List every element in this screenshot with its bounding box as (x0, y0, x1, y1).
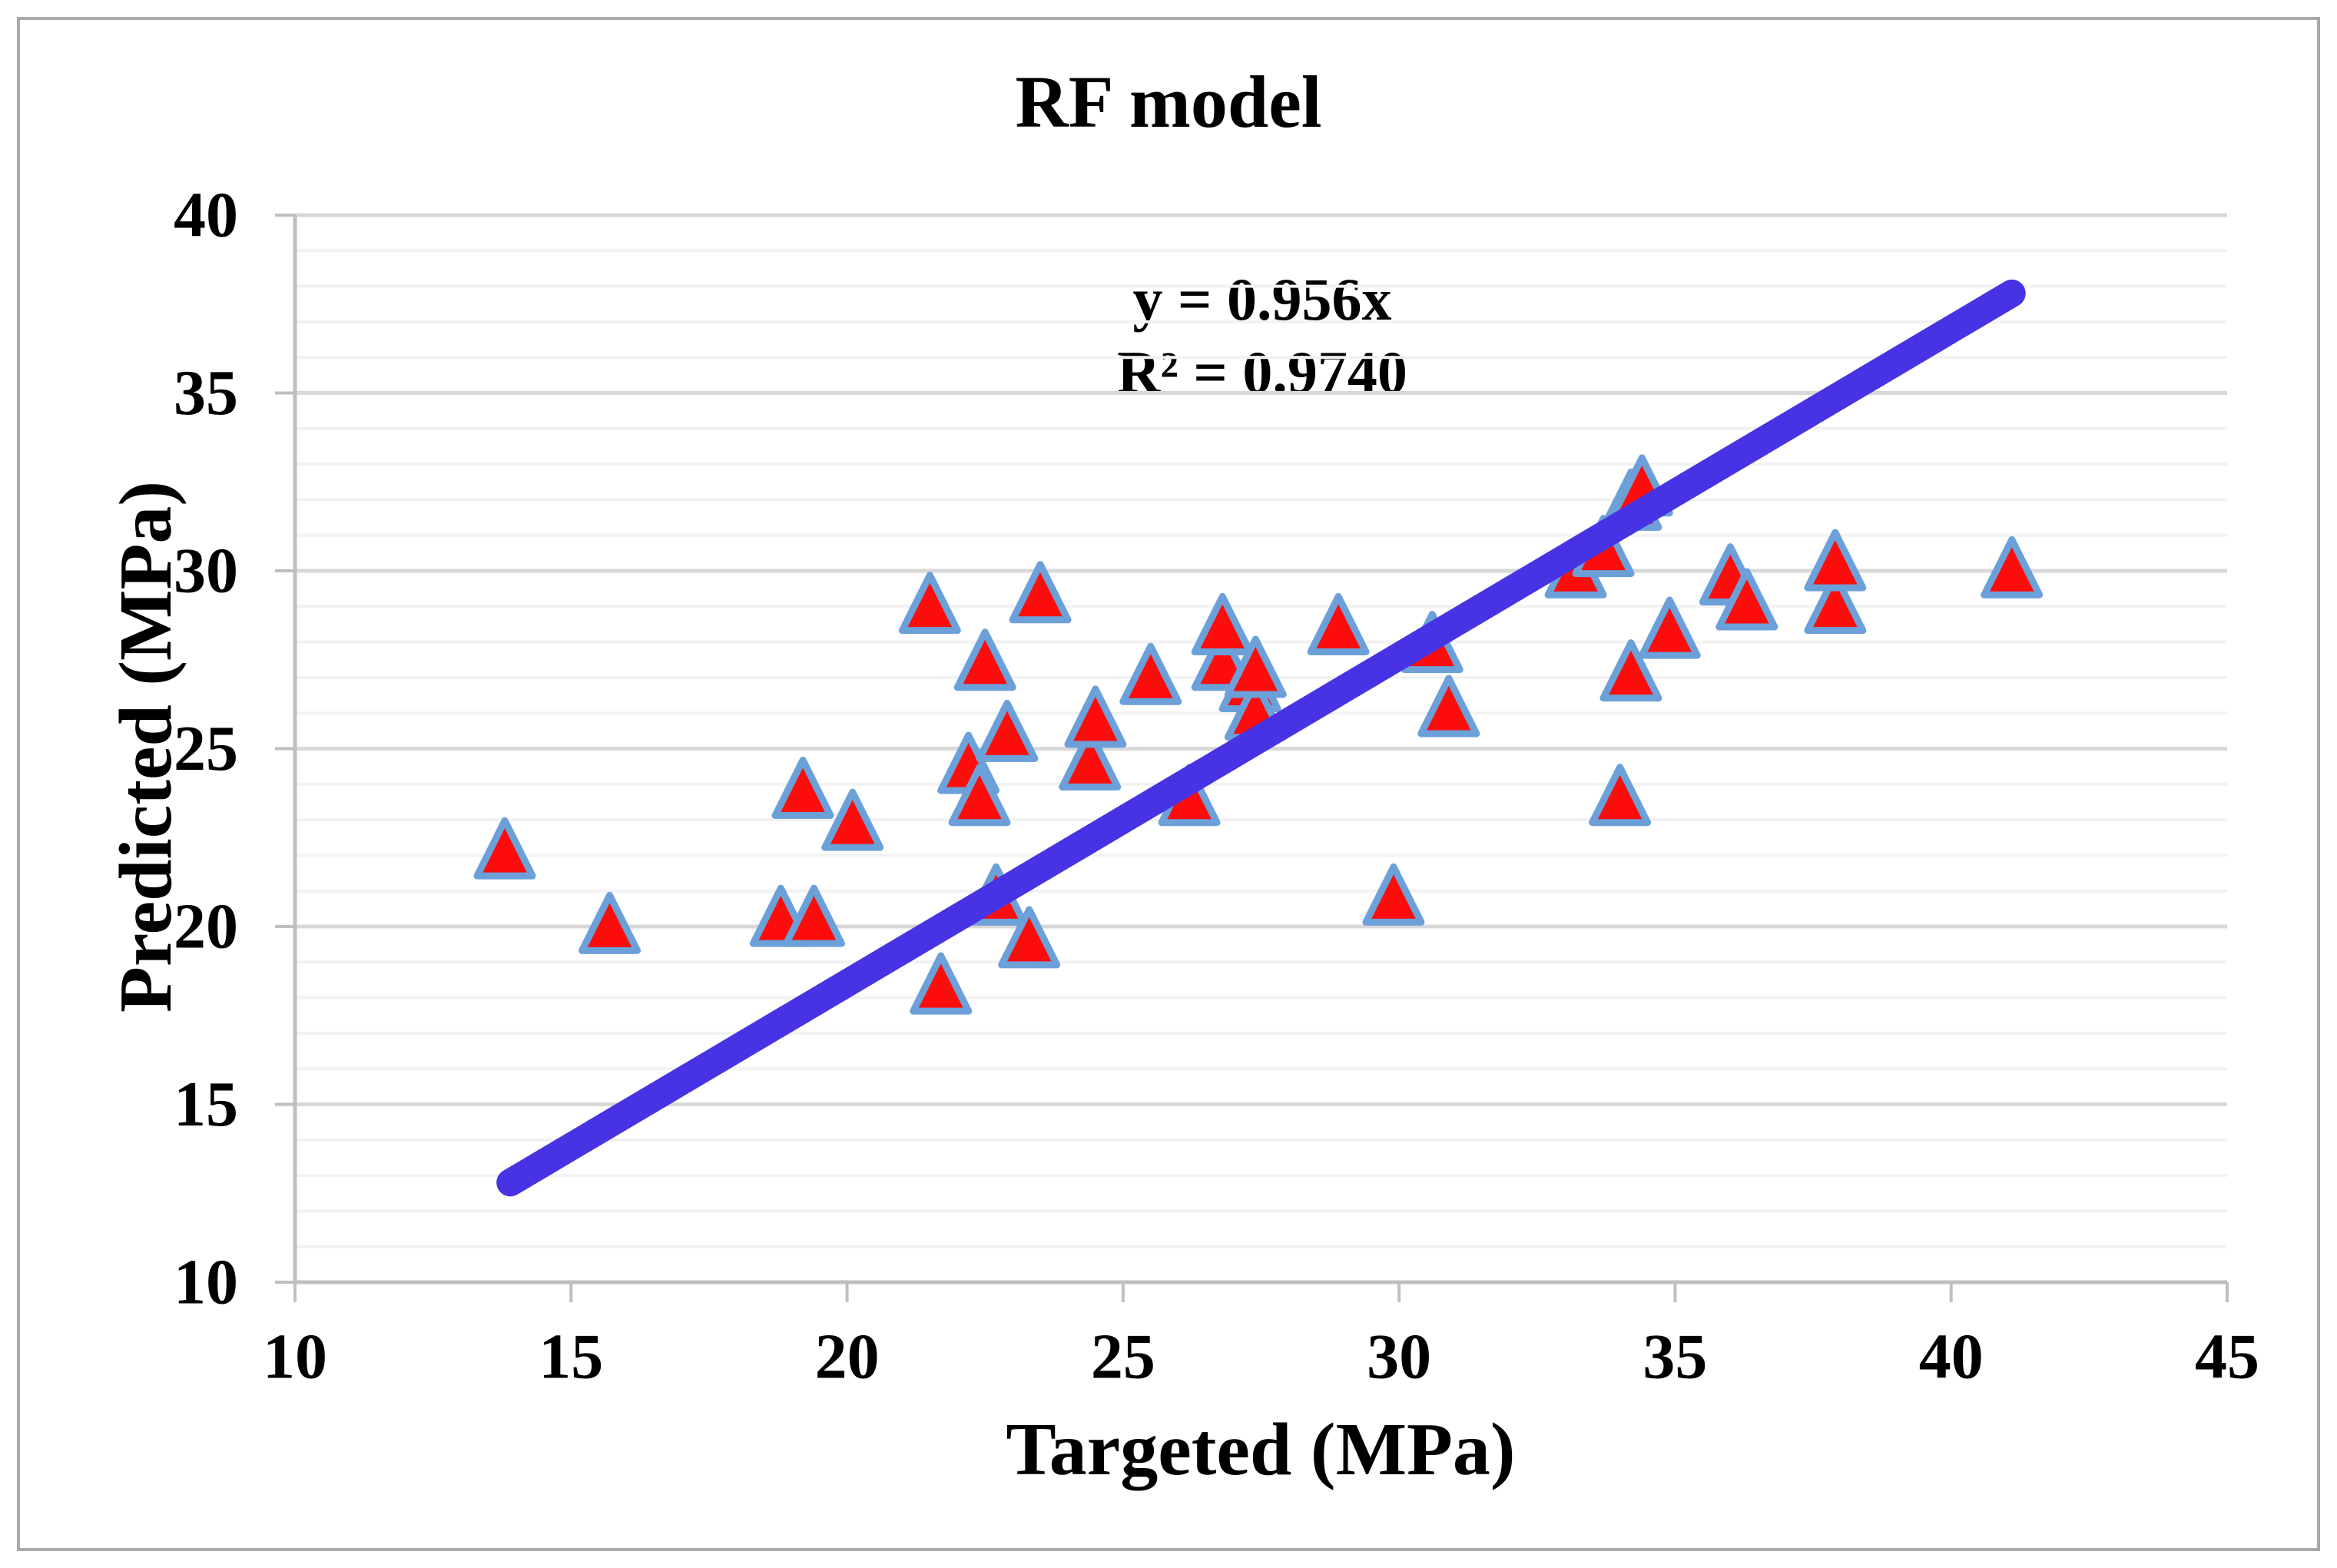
data-point-marker (1599, 639, 1662, 702)
data-point-marker (910, 952, 973, 1015)
data-point-marker (771, 756, 834, 819)
data-point-marker (1307, 592, 1370, 655)
data-point-marker (898, 572, 961, 635)
data-point-marker (782, 884, 845, 947)
x-tick-label: 45 (2195, 1321, 2259, 1393)
data-point-marker (1804, 529, 1867, 592)
data-point-marker (976, 699, 1039, 762)
data-point-marker (1417, 675, 1480, 738)
x-tick-label: 25 (1091, 1321, 1155, 1393)
x-tick-label: 15 (539, 1321, 603, 1393)
x-tick-label: 20 (815, 1321, 880, 1393)
y-tick-label: 20 (174, 891, 238, 963)
y-tick-label: 30 (174, 535, 238, 607)
data-point-marker (948, 764, 1011, 827)
data-point-marker (1638, 596, 1701, 659)
y-tick-label: 25 (174, 713, 238, 784)
x-tick-label: 35 (1643, 1321, 1707, 1393)
x-tick-label: 40 (1919, 1321, 1984, 1393)
x-tick-label: 10 (263, 1321, 327, 1393)
y-tick-label: 40 (174, 180, 238, 251)
data-point-marker (1981, 535, 2044, 598)
y-tick-label: 15 (174, 1069, 238, 1140)
data-point-marker (1715, 568, 1778, 631)
data-point-marker (998, 906, 1061, 969)
data-point-marker (821, 788, 884, 851)
data-point-marker (1009, 561, 1072, 624)
x-tick-label: 30 (1367, 1321, 1431, 1393)
data-point-marker (1059, 728, 1122, 791)
data-point-marker (1804, 572, 1867, 635)
data-point-marker (1119, 642, 1182, 705)
data-point-marker (578, 891, 641, 954)
data-point-marker (1224, 635, 1287, 698)
chart-title: RF model (1015, 61, 1322, 143)
y-tick-label: 10 (174, 1247, 238, 1318)
trendline (496, 279, 2026, 1197)
data-point-marker (1362, 863, 1425, 926)
data-point-marker (473, 817, 536, 880)
data-point-marker (1589, 764, 1652, 827)
data-point-marker (953, 628, 1016, 691)
y-tick-label: 35 (174, 357, 238, 429)
data-point-marker (1064, 685, 1127, 748)
data-point-marker (1191, 592, 1254, 655)
x-axis-title: Targeted (MPa) (1006, 1408, 1516, 1491)
